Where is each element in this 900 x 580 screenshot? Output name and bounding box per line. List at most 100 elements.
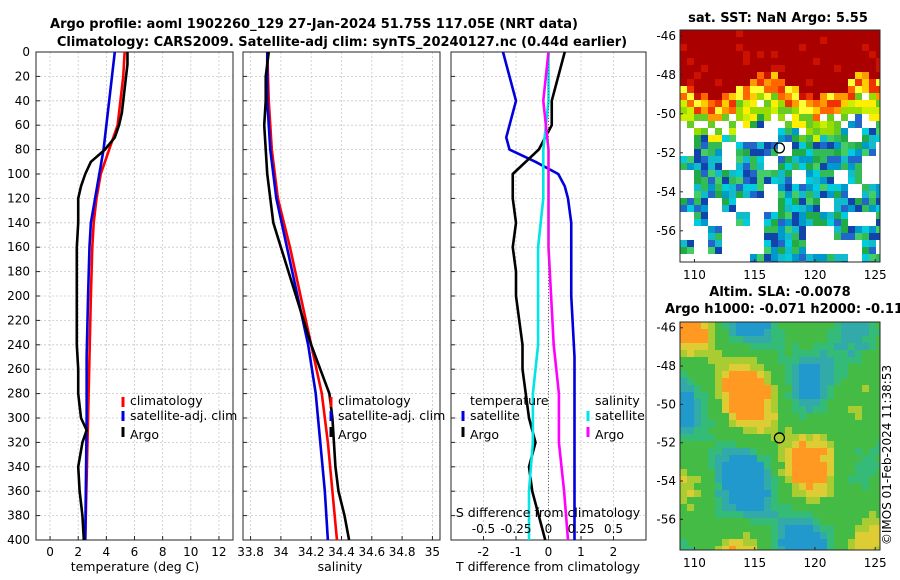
map-cell (841, 51, 848, 58)
map-cell (729, 51, 736, 58)
map-cell (680, 525, 687, 532)
map-cell (806, 490, 813, 497)
map-cell (855, 420, 862, 427)
map-cell (876, 254, 880, 261)
map-cell (764, 65, 771, 72)
map-cell (785, 100, 792, 107)
map-cell (743, 191, 750, 198)
map-cell (757, 177, 764, 184)
map-cell (785, 385, 792, 392)
map-cell (869, 371, 876, 378)
map-cell (771, 107, 778, 114)
map-cell (687, 51, 694, 58)
map-cell (806, 212, 813, 219)
map-cell (876, 191, 880, 198)
map-cell (757, 184, 764, 191)
map-cell (806, 343, 813, 350)
sla-map-title-line2: Argo h1000: -0.071 h2000: -0.11 (665, 302, 900, 317)
map-cell (722, 86, 729, 93)
x-tick-label: 0 (46, 545, 54, 559)
map-cell (701, 170, 708, 177)
map-cell (806, 170, 813, 177)
map-cell (848, 72, 855, 79)
map-cell (827, 107, 834, 114)
map-cell (687, 343, 694, 350)
map-cell (876, 198, 880, 205)
map-cell (848, 233, 855, 240)
map-cell (701, 427, 708, 434)
map-cell (701, 114, 708, 121)
map-cell (834, 100, 841, 107)
map-cell (715, 72, 722, 79)
map-cell (792, 114, 799, 121)
map-x-tick-label: 110 (683, 556, 706, 570)
map-cell (694, 434, 701, 441)
map-cell (862, 441, 869, 448)
map-cell (834, 336, 841, 343)
salinity-xlabel: salinity (318, 559, 363, 574)
map-cell (806, 86, 813, 93)
map-cell (820, 399, 827, 406)
map-cell (820, 413, 827, 420)
map-cell (799, 413, 806, 420)
map-cell (862, 406, 869, 413)
map-cell (778, 240, 785, 247)
map-cell (687, 93, 694, 100)
map-cell (701, 490, 708, 497)
map-cell (841, 100, 848, 107)
map-cell (680, 364, 687, 371)
map-cell (855, 177, 862, 184)
secondary-x-tick-label: 0.5 (604, 522, 623, 536)
map-cell (764, 357, 771, 364)
temperature-xlabel: temperature (deg C) (71, 559, 200, 574)
map-cell (694, 93, 701, 100)
map-cell (715, 350, 722, 357)
map-cell (708, 149, 715, 156)
map-cell (743, 413, 750, 420)
map-cell (715, 128, 722, 135)
map-cell (729, 455, 736, 462)
map-cell (778, 37, 785, 44)
map-cell (834, 79, 841, 86)
map-cell (729, 497, 736, 504)
map-cell (876, 455, 880, 462)
map-cell (708, 233, 715, 240)
map-cell (722, 406, 729, 413)
map-cell (827, 364, 834, 371)
map-cell (869, 413, 876, 420)
map-cell (701, 37, 708, 44)
map-cell (680, 198, 687, 205)
map-cell (848, 51, 855, 58)
map-cell (694, 406, 701, 413)
map-cell (785, 504, 792, 511)
map-cell (743, 357, 750, 364)
map-cell (813, 350, 820, 357)
map-cell (862, 44, 869, 51)
map-cell (841, 37, 848, 44)
map-cell (820, 65, 827, 72)
map-cell (680, 441, 687, 448)
map-cell (848, 149, 855, 156)
map-cell (869, 329, 876, 336)
map-cell (799, 51, 806, 58)
map-cell (841, 532, 848, 539)
map-cell (855, 107, 862, 114)
map-cell (876, 392, 880, 399)
map-cell (848, 462, 855, 469)
map-cell (757, 254, 764, 261)
map-cell (855, 322, 862, 329)
map-cell (841, 525, 848, 532)
map-cell (813, 128, 820, 135)
map-cell (799, 163, 806, 170)
map-cell (820, 504, 827, 511)
map-cell (771, 170, 778, 177)
map-cell (827, 177, 834, 184)
map-cell (785, 184, 792, 191)
map-cell (862, 455, 869, 462)
map-cell (757, 448, 764, 455)
map-cell (750, 114, 757, 121)
map-cell (680, 448, 687, 455)
map-cell (848, 142, 855, 149)
map-cell (778, 511, 785, 518)
map-cell (778, 343, 785, 350)
